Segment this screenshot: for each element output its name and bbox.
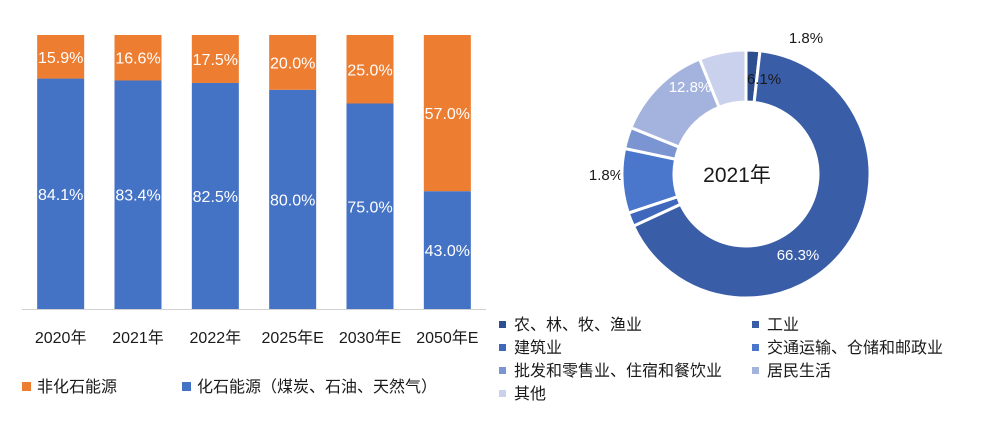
bar-data-label: 17.5% bbox=[193, 52, 238, 69]
legend-label: 非化石能源 bbox=[37, 377, 117, 396]
legend-swatch bbox=[182, 382, 191, 391]
donut-slice bbox=[697, 48, 748, 110]
bar-segment bbox=[37, 35, 85, 79]
bar-data-label: 80.0% bbox=[270, 192, 315, 209]
legend-label: 批发和零售业、住宿和餐饮业 bbox=[514, 361, 722, 380]
legend-label: 化石能源（煤炭、石油、天然气） bbox=[197, 377, 437, 396]
legend-swatch bbox=[499, 321, 506, 328]
bar-data-label: 15.9% bbox=[38, 50, 83, 67]
legend-label: 建筑业 bbox=[514, 338, 562, 357]
legend-label: 工业 bbox=[767, 315, 799, 334]
bar-data-label: 16.6% bbox=[115, 51, 160, 68]
bar-data-label: 75.0% bbox=[347, 199, 392, 216]
x-tick-label: 2022年 bbox=[190, 329, 242, 347]
legend-label: 农、林、牧、渔业 bbox=[514, 315, 642, 334]
bar-segment bbox=[346, 103, 394, 309]
legend-swatch bbox=[752, 344, 759, 351]
legend-swatch bbox=[752, 367, 759, 374]
slice-data-label: 1.8% bbox=[589, 167, 623, 184]
x-tick-label: 2020年 bbox=[35, 329, 87, 347]
legend-swatch bbox=[499, 344, 506, 351]
bar-data-label: 83.4% bbox=[115, 188, 160, 205]
legend-swatch bbox=[22, 382, 31, 391]
bar-segment bbox=[346, 35, 394, 104]
bar-segment bbox=[191, 82, 239, 309]
legend-label: 交通运输、仓储和邮政业 bbox=[767, 338, 943, 357]
donut-chart: 1.8%66.3%1.8%8.4%2.8%12.8%6.1%2021年 bbox=[589, 30, 872, 300]
bar-segment bbox=[423, 191, 471, 309]
donut-slice bbox=[631, 49, 872, 300]
x-tick-label: 2050年E bbox=[416, 329, 478, 347]
bar-chart-legend: 非化石能源 化石能源（煤炭、石油、天然气） bbox=[22, 377, 437, 396]
bar-segment bbox=[423, 35, 471, 192]
x-tick-label: 2021年 bbox=[112, 329, 164, 347]
legend-label: 其他 bbox=[514, 384, 546, 403]
legend-swatch bbox=[499, 367, 506, 374]
bar-data-label: 25.0% bbox=[347, 62, 392, 79]
bar-segment bbox=[269, 89, 317, 309]
slice-data-label: 1.8% bbox=[789, 30, 823, 47]
bar-segment bbox=[114, 80, 162, 309]
legend-swatch bbox=[752, 321, 759, 328]
bar-data-label: 20.0% bbox=[270, 55, 315, 72]
slice-data-label: 12.8% bbox=[669, 79, 712, 96]
bar-segment bbox=[269, 35, 317, 90]
bar-segment bbox=[191, 35, 239, 83]
stacked-bar-chart: 84.1% 15.9% 2020年 83.4% 16.6% 2021年 82.5% 17.5%… bbox=[22, 35, 486, 347]
legend-swatch bbox=[499, 390, 506, 397]
bar-segment bbox=[37, 78, 85, 309]
donut-center-label: 2021年 bbox=[703, 164, 771, 187]
slice-data-label: 6.1% bbox=[747, 71, 781, 88]
bar-data-label: 82.5% bbox=[193, 189, 238, 206]
bar-data-label: 57.0% bbox=[425, 106, 470, 123]
slice-data-label: 66.3% bbox=[777, 247, 820, 264]
legend-label: 居民生活 bbox=[767, 361, 831, 380]
x-tick-label: 2030年E bbox=[339, 329, 401, 347]
bar-data-label: 43.0% bbox=[425, 243, 470, 260]
x-tick-label: 2025年E bbox=[262, 329, 324, 347]
bar-data-label: 84.1% bbox=[38, 187, 83, 204]
bar-segment bbox=[114, 35, 162, 81]
